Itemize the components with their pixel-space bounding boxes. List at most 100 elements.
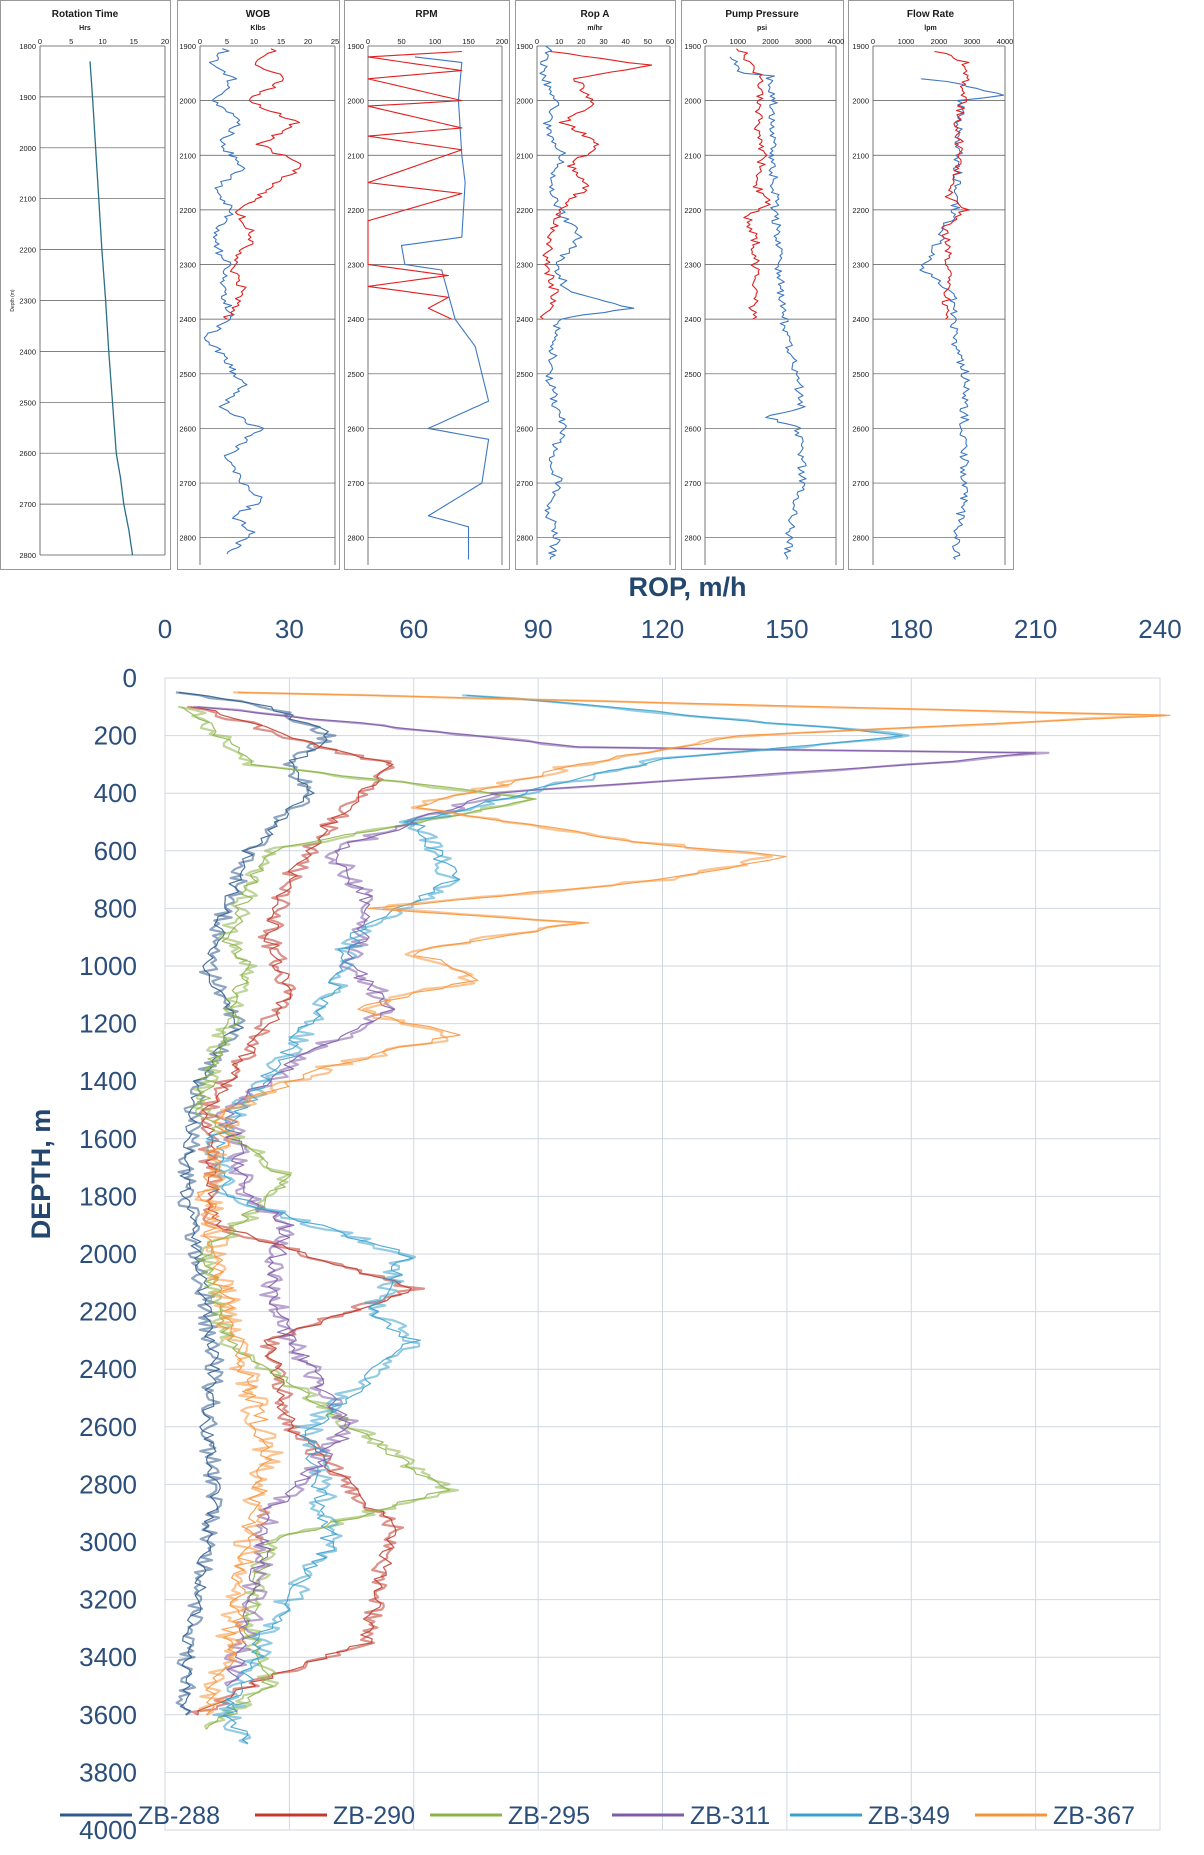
track-x-tick: 0: [535, 37, 539, 46]
track-unit: Klbs: [250, 25, 265, 32]
track-y-tick: 2300: [516, 261, 533, 270]
y-tick-label: 1000: [79, 951, 137, 981]
rop-series-line: [178, 691, 329, 1716]
track-frame: [681, 0, 844, 570]
track-frame: [177, 0, 340, 570]
legend-label: ZB-295: [508, 1802, 590, 1830]
track-x-tick: 3000: [964, 37, 981, 46]
legend-label: ZB-290: [333, 1802, 415, 1830]
track-x-tick: 20: [161, 37, 169, 46]
track-y-tick: 2800: [684, 534, 701, 543]
track-series-line: [729, 56, 807, 560]
track-x-tick: 0: [366, 37, 370, 46]
track-y-tick: 2400: [179, 315, 196, 324]
y-tick-label: 1400: [79, 1066, 137, 1096]
y-tick-label: 1800: [79, 1181, 137, 1211]
track-y-tick: 1900: [347, 42, 364, 51]
track-y-tick: 1800: [19, 42, 36, 51]
track-series-line: [223, 48, 302, 320]
top-track-plots: Rotation TimeHrs180019002000210022002300…: [0, 0, 1014, 570]
track-x-tick: 60: [666, 37, 674, 46]
track-y-tick: 2300: [684, 261, 701, 270]
track-y-tick: 2600: [852, 424, 869, 433]
track-x-tick: 10: [250, 37, 258, 46]
track-y-tick: 2300: [347, 261, 364, 270]
track-y-tick: 2500: [347, 370, 364, 379]
track-y-tick: 2500: [684, 370, 701, 379]
track-x-tick: 1000: [729, 37, 746, 46]
track-y-tick: 2600: [19, 449, 36, 458]
track-y-tick: 2400: [347, 315, 364, 324]
track-y-tick: 1900: [19, 93, 36, 102]
track-y-tick: 2600: [347, 424, 364, 433]
track-x-tick: 50: [397, 37, 405, 46]
track-y-tick: 2300: [19, 297, 36, 306]
track-y-tick: 2200: [179, 206, 196, 215]
track-y-tick: 2700: [852, 479, 869, 488]
rop-plot: 0 30 60 90 120 150 180 210 240020040060080010001…: [26, 572, 1182, 1845]
rop-depth-chart: 0 30 60 90 120 150 180 210 240020040060080010001…: [26, 572, 1182, 1845]
track-y-tick: 2700: [684, 479, 701, 488]
track-y-tick: 2000: [516, 97, 533, 106]
x-tick-label: 150: [765, 614, 808, 644]
track-y-tick: 2100: [19, 195, 36, 204]
legend-item: ZB-367: [975, 1802, 1135, 1830]
track-y-tick: 1900: [852, 42, 869, 51]
track-x-tick: 3000: [795, 37, 812, 46]
track-y-tick: 2000: [852, 97, 869, 106]
track-x-tick: 4000: [997, 37, 1014, 46]
rop-series-line: [181, 706, 537, 1730]
track-series-line: [736, 48, 771, 320]
track-x-tick: 50: [644, 37, 652, 46]
track-x-tick: 0: [38, 37, 42, 46]
track-panel-3: RPM1900200021002200230024002500260027002…: [344, 0, 510, 570]
track-y-tick: 2100: [347, 151, 364, 160]
track-x-tick: 10: [98, 37, 106, 46]
y-tick-label: 2400: [79, 1354, 137, 1384]
track-unit: psi: [757, 25, 767, 32]
y-tick-label: 3800: [79, 1757, 137, 1787]
y-tick-label: 2200: [79, 1297, 137, 1327]
x-axis-title: ROP, m/h: [628, 572, 746, 602]
track-y-tick: 2500: [179, 370, 196, 379]
track-ylabel: Depth (m): [10, 289, 16, 312]
y-tick-label: 800: [94, 893, 137, 923]
rop-series-line: [193, 705, 1050, 1687]
y-tick-label: 600: [94, 836, 137, 866]
track-x-tick: 5: [225, 37, 229, 46]
track-y-tick: 2500: [852, 370, 869, 379]
y-tick-label: 4000: [79, 1815, 137, 1845]
track-series-line: [919, 78, 1005, 560]
track-y-tick: 2000: [179, 97, 196, 106]
track-title: Pump Pressure: [725, 9, 799, 20]
x-tick-label: 60: [399, 614, 428, 644]
track-series-line: [203, 48, 265, 555]
track-y-tick: 2200: [684, 206, 701, 215]
track-y-tick: 2400: [852, 315, 869, 324]
y-tick-label: 2600: [79, 1412, 137, 1442]
y-axis-title: DEPTH, m: [26, 1109, 56, 1240]
track-y-tick: 2100: [684, 151, 701, 160]
track-y-tick: 2000: [19, 144, 36, 153]
track-series-line: [934, 50, 970, 320]
track-unit: lpm: [924, 25, 936, 32]
track-y-tick: 2800: [179, 534, 196, 543]
x-tick-label: 90: [524, 614, 553, 644]
track-series-line: [539, 45, 635, 560]
track-panel-5: Pump Pressure psi 1900 2000 2100 2200 2300 2400…: [681, 0, 844, 570]
y-tick-label: 2000: [79, 1239, 137, 1269]
y-tick-label: 0: [123, 663, 137, 693]
legend-item: ZB-290: [255, 1802, 415, 1830]
y-tick-label: 3400: [79, 1642, 137, 1672]
track-x-tick: 40: [621, 37, 629, 46]
legend-item: ZB-349: [790, 1802, 950, 1830]
track-series-line: [89, 61, 134, 556]
track-y-tick: 2500: [516, 370, 533, 379]
track-y-tick: 2700: [347, 479, 364, 488]
y-tick-label: 1600: [79, 1124, 137, 1154]
x-tick-label: 30: [275, 614, 304, 644]
track-y-tick: 2400: [516, 315, 533, 324]
track-x-tick: 25: [331, 37, 339, 46]
legend-item: ZB-288: [60, 1802, 220, 1830]
track-y-tick: 1900: [684, 42, 701, 51]
